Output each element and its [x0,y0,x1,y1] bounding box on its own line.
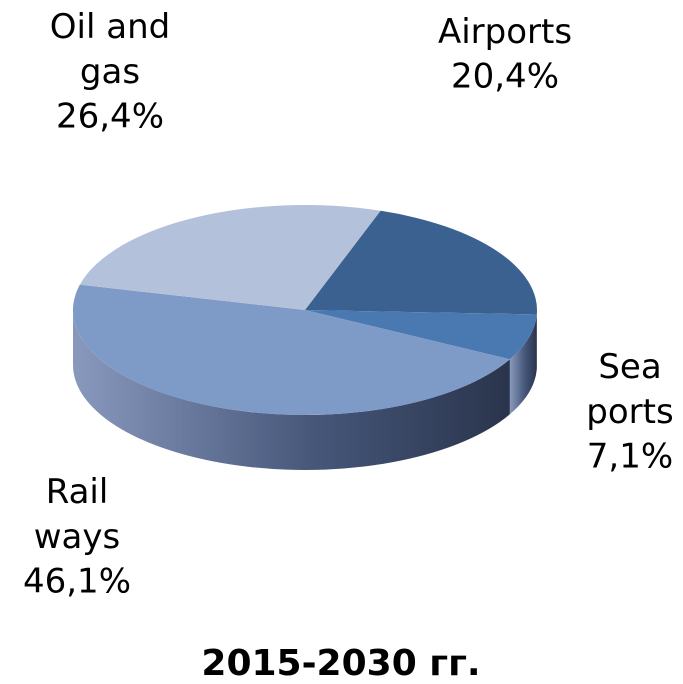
pie-slice-side [73,310,510,471]
data-label-category: Airports [438,12,572,52]
data-label-value: 26,4% [56,97,164,137]
pie-slice-side [509,314,537,415]
data-label-value: 20,4% [451,57,559,97]
data-label-category: Sea ports [586,347,673,432]
pie-slice [79,205,381,310]
data-label-value: 7,1% [587,437,673,477]
chart-title: 2015-2030 гг. [201,643,480,684]
data-label-category: Rail ways [34,472,120,557]
data-label-category: Oil and gas [50,7,170,92]
pie-slice [305,310,537,360]
pie-slice [72,284,510,416]
pie-slice [305,210,537,315]
data-label-value: 46,1% [23,562,131,602]
